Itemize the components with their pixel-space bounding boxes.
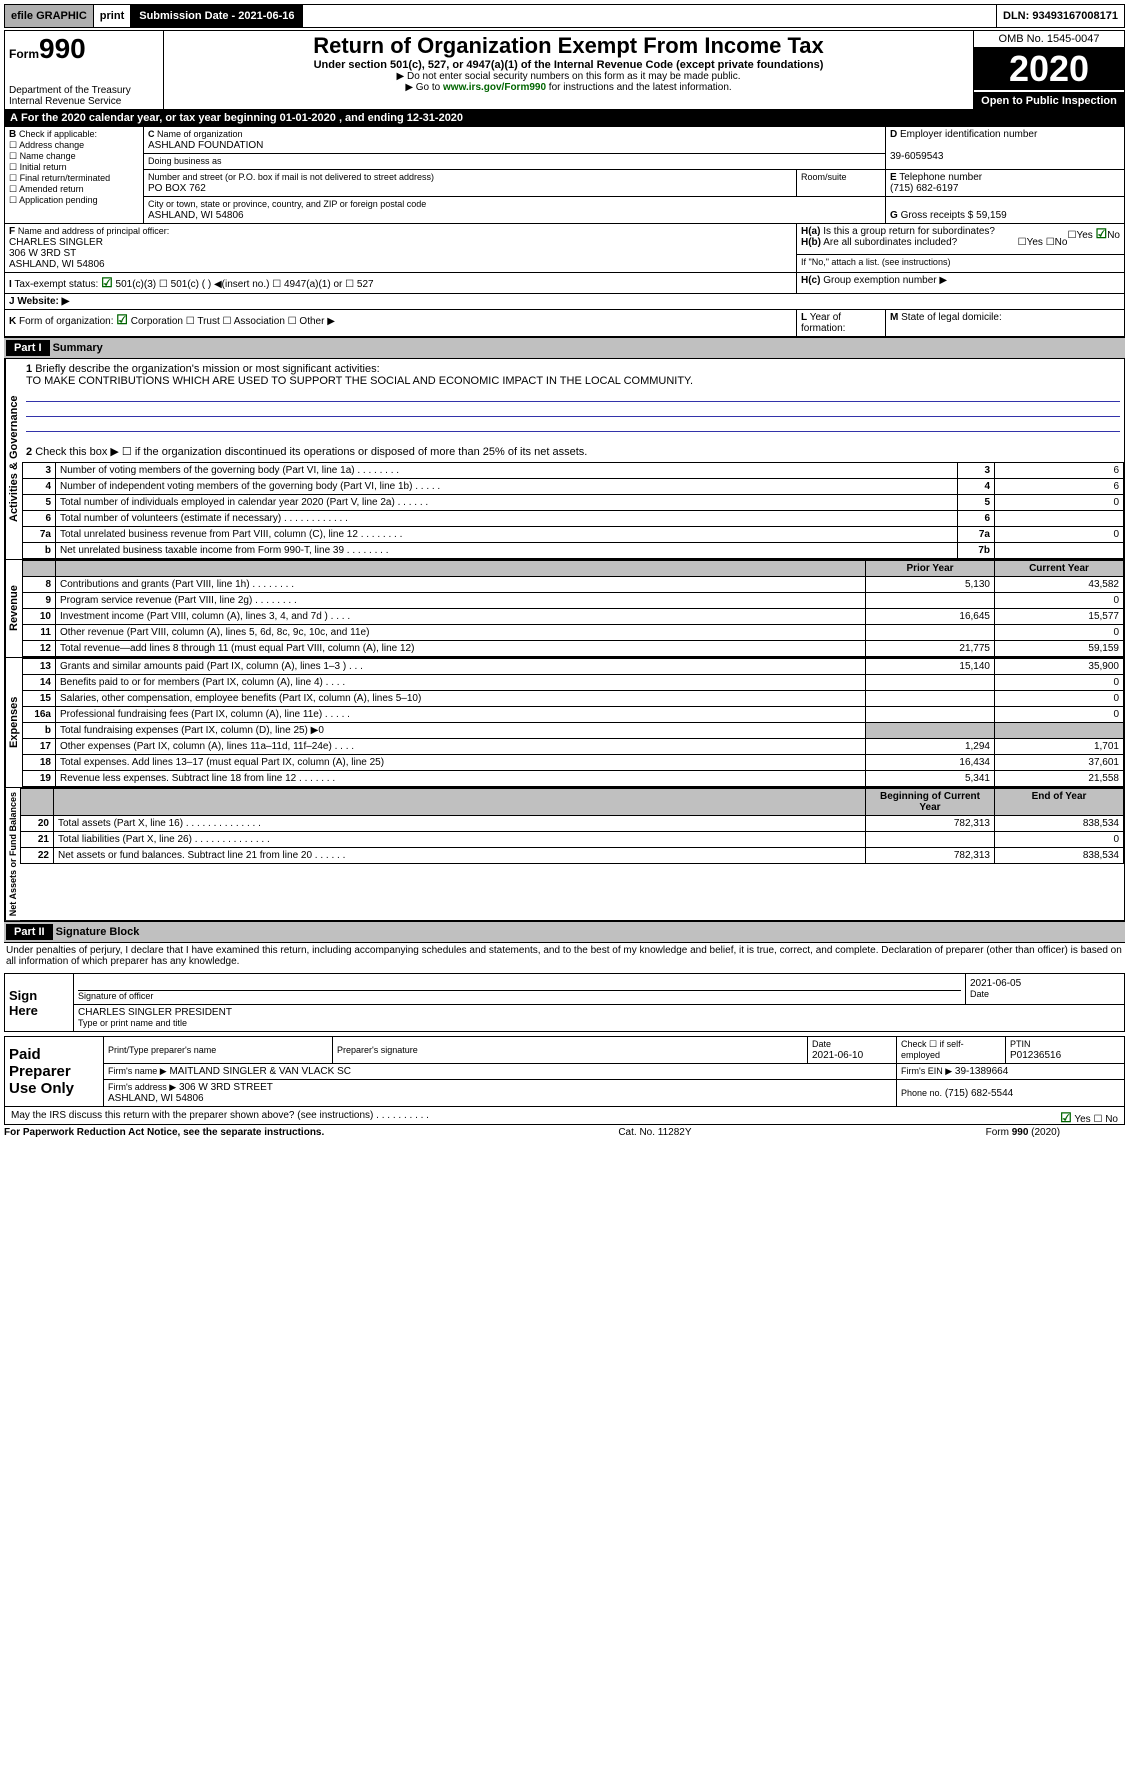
gross-label: Gross receipts $ — [901, 210, 974, 221]
part1-title: Summary — [53, 342, 103, 354]
print-button[interactable]: print — [94, 5, 131, 27]
gross-value: 59,159 — [976, 210, 1007, 221]
phone-label: Telephone number — [899, 172, 982, 183]
top-spacer — [303, 5, 997, 27]
form-org-label: Form of organization: — [19, 316, 114, 327]
dln-label: DLN: 93493167008171 — [997, 5, 1124, 27]
city-value: ASHLAND, WI 54806 — [148, 210, 244, 221]
self-employed-check[interactable]: Check ☐ if self-employed — [901, 1039, 964, 1060]
vert-activities: Activities & Governance — [5, 359, 22, 559]
phone-value: (715) 682-6197 — [890, 183, 958, 194]
officer-addr1: 306 W 3RD ST — [9, 248, 76, 259]
ptin-value: P01236516 — [1010, 1050, 1061, 1061]
paid-preparer-label: Paid Preparer Use Only — [5, 1037, 104, 1107]
city-label: City or town, state or province, country… — [148, 199, 426, 209]
irs-link[interactable]: www.irs.gov/Form990 — [443, 82, 546, 93]
revenue-table: Prior YearCurrent Year 8Contributions an… — [22, 560, 1124, 657]
website-label: Website: ▶ — [17, 296, 69, 307]
firm-ein: 39-1389664 — [955, 1066, 1008, 1077]
vert-expenses: Expenses — [5, 658, 22, 787]
part1-header: Part I Summary — [4, 337, 1125, 359]
catalog-number: Cat. No. 11282Y — [618, 1127, 691, 1138]
vert-revenue: Revenue — [5, 560, 22, 657]
discuss-row: May the IRS discuss this return with the… — [4, 1107, 1125, 1125]
part2-title: Signature Block — [56, 926, 140, 938]
line2-label: Check this box ▶ ☐ if the organization d… — [35, 446, 587, 458]
mission-text: TO MAKE CONTRIBUTIONS WHICH ARE USED TO … — [26, 375, 693, 387]
efile-button[interactable]: efile GRAPHIC — [5, 5, 94, 27]
instr-ssn: ▶ Do not enter social security numbers o… — [168, 71, 969, 82]
dba-label: Doing business as — [148, 156, 222, 166]
sign-date: 2021-06-05 — [970, 978, 1021, 989]
form-number: 990 — [39, 33, 86, 64]
officer-printed-name: CHARLES SINGLER PRESIDENT — [78, 1007, 232, 1018]
year-formation-label: Year of formation: — [801, 312, 845, 334]
officer-label: Name and address of principal officer: — [18, 226, 169, 236]
prep-date: 2021-06-10 — [812, 1050, 863, 1061]
subtitle: Under section 501(c), 527, or 4947(a)(1)… — [168, 59, 969, 71]
firm-phone: (715) 682-5544 — [945, 1088, 1013, 1099]
main-title: Return of Organization Exempt From Incom… — [168, 33, 969, 59]
hc-label: Group exemption number ▶ — [823, 275, 947, 286]
hb-note: If "No," attach a list. (see instruction… — [801, 257, 950, 267]
governance-table: 3Number of voting members of the governi… — [22, 462, 1124, 559]
ein-value: 39-6059543 — [890, 151, 943, 162]
preparer-table: Paid Preparer Use Only Print/Type prepar… — [4, 1036, 1125, 1107]
state-domicile-label: State of legal domicile: — [901, 312, 1002, 323]
firm-name: MAITLAND SINGLER & VAN VLACK SC — [169, 1066, 351, 1077]
tax-year: 2020 — [974, 48, 1124, 90]
instr-link: ▶ Go to www.irs.gov/Form990 for instruct… — [168, 82, 969, 93]
omb-number: OMB No. 1545-0047 — [974, 31, 1124, 48]
line1-label: Briefly describe the organization's miss… — [35, 363, 379, 375]
hb-label: Are all subordinates included? — [823, 237, 957, 248]
netassets-table: Beginning of Current YearEnd of Year 20T… — [20, 788, 1124, 864]
b-label: Check if applicable: — [19, 129, 97, 139]
header-block: Form990 Department of the Treasury Inter… — [4, 30, 1125, 110]
addr-label: Number and street (or P.O. box if mail i… — [148, 172, 434, 182]
org-info-table: B Check if applicable: ☐ Address change … — [4, 126, 1125, 337]
form-word: Form — [9, 47, 39, 61]
paperwork-notice: For Paperwork Reduction Act Notice, see … — [4, 1127, 324, 1138]
org-name: ASHLAND FOUNDATION — [148, 140, 263, 151]
room-label: Room/suite — [801, 172, 847, 182]
section-a-row: A For the 2020 calendar year, or tax yea… — [4, 110, 1125, 126]
perjury-statement: Under penalties of perjury, I declare th… — [4, 943, 1125, 969]
officer-addr2: ASHLAND, WI 54806 — [9, 259, 105, 270]
ein-label: Employer identification number — [900, 129, 1037, 140]
tax-status-label: Tax-exempt status: — [14, 279, 98, 290]
ha-label: Is this a group return for subordinates? — [823, 226, 995, 237]
sign-here-label: Sign Here — [5, 974, 74, 1032]
open-public-badge: Open to Public Inspection — [974, 92, 1125, 109]
top-toolbar: efile GRAPHIC print Submission Date - 20… — [4, 4, 1125, 28]
submission-date: Submission Date - 2021-06-16 — [131, 5, 302, 27]
expenses-table: 13Grants and similar amounts paid (Part … — [22, 658, 1124, 787]
footer: For Paperwork Reduction Act Notice, see … — [4, 1125, 1060, 1140]
part2-header: Part II Signature Block — [4, 921, 1125, 943]
vert-net: Net Assets or Fund Balances — [5, 788, 20, 920]
signature-table: Sign Here Signature of officer 2021-06-0… — [4, 973, 1125, 1032]
street-address: PO BOX 762 — [148, 183, 206, 194]
department-label: Department of the Treasury Internal Reve… — [9, 85, 159, 107]
form-version: Form 990 (2020) — [986, 1127, 1060, 1138]
officer-name: CHARLES SINGLER — [9, 237, 103, 248]
